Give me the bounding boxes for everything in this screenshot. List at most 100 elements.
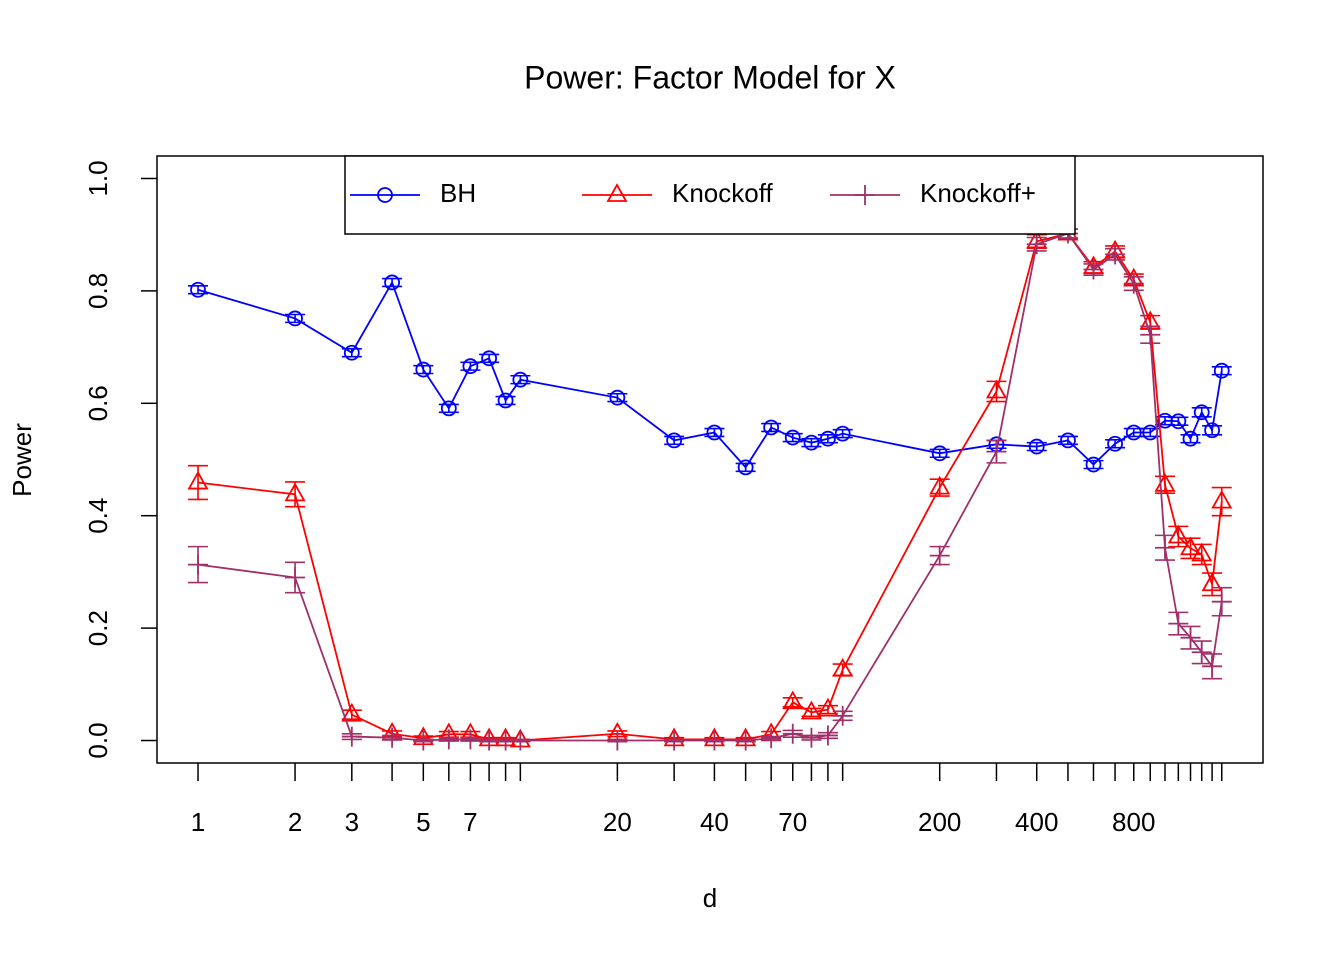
point xyxy=(986,441,1007,462)
point xyxy=(440,400,457,417)
point xyxy=(820,430,836,447)
y-tick-label: 1.0 xyxy=(83,160,113,196)
point xyxy=(985,379,1007,399)
point xyxy=(285,567,306,588)
point xyxy=(1060,432,1076,449)
y-axis-label: Power xyxy=(7,423,37,497)
point xyxy=(1083,259,1104,280)
y-tick-label: 0.0 xyxy=(83,722,113,758)
x-tick-label: 1 xyxy=(191,807,205,837)
point xyxy=(1211,489,1233,509)
series-line xyxy=(197,232,1223,742)
point xyxy=(497,392,514,409)
x-tick-label: 40 xyxy=(700,807,729,837)
point xyxy=(1140,324,1161,345)
x-tick-label: 200 xyxy=(918,807,961,837)
point xyxy=(1179,536,1202,556)
x-axis-label: d xyxy=(703,883,717,913)
point xyxy=(1202,656,1223,677)
point xyxy=(1105,244,1126,265)
error-bar xyxy=(1191,406,1212,418)
point xyxy=(187,470,209,490)
point xyxy=(512,371,529,388)
point xyxy=(666,432,683,449)
x-tick-label: 70 xyxy=(778,807,807,837)
point xyxy=(1123,273,1144,294)
point xyxy=(287,310,303,327)
point xyxy=(1211,591,1232,612)
point xyxy=(800,700,822,720)
point xyxy=(782,690,804,710)
point xyxy=(384,274,400,291)
error-bar xyxy=(1202,572,1223,597)
point xyxy=(1167,524,1189,544)
y-tick-label: 0.6 xyxy=(83,385,113,421)
point xyxy=(284,482,306,502)
point xyxy=(1125,424,1142,441)
x-tick-label: 3 xyxy=(345,807,359,837)
point xyxy=(341,726,362,747)
series-line xyxy=(197,232,1223,742)
point xyxy=(1168,613,1189,634)
point xyxy=(1191,642,1212,663)
point xyxy=(1028,438,1045,455)
point xyxy=(832,705,853,726)
point xyxy=(190,281,206,298)
point xyxy=(382,727,403,748)
point xyxy=(782,723,803,744)
point xyxy=(706,424,723,441)
point xyxy=(1180,627,1201,648)
point xyxy=(510,730,531,751)
y-tick-label: 0.8 xyxy=(83,273,113,309)
x-tick-label: 400 xyxy=(1015,807,1058,837)
point xyxy=(832,657,854,677)
point xyxy=(735,730,756,751)
point xyxy=(1182,430,1199,447)
point xyxy=(834,425,851,442)
point xyxy=(1213,362,1230,379)
point xyxy=(704,730,725,751)
legend-marker xyxy=(606,183,628,202)
x-tick-label: 2 xyxy=(288,807,302,837)
point xyxy=(761,728,782,749)
error-bar xyxy=(1202,424,1223,436)
legend-box xyxy=(344,155,1076,235)
legend-label: BH xyxy=(440,178,476,208)
error-bar xyxy=(817,704,838,715)
error-bar xyxy=(782,697,803,708)
point xyxy=(817,697,839,717)
point xyxy=(929,545,950,566)
point xyxy=(462,358,479,375)
point xyxy=(188,554,209,575)
x-tick-label: 7 xyxy=(463,807,477,837)
y-tick-label: 0.4 xyxy=(83,498,113,534)
point xyxy=(763,419,780,436)
legend-marker xyxy=(855,185,875,205)
point xyxy=(607,730,628,751)
point xyxy=(1085,456,1102,473)
x-tick-label: 5 xyxy=(416,807,430,837)
point xyxy=(438,729,459,750)
point xyxy=(1170,413,1187,430)
point xyxy=(737,459,754,476)
point xyxy=(341,702,363,722)
legend-marker xyxy=(377,187,393,203)
point xyxy=(931,445,948,462)
legend-label: Knockoff xyxy=(672,178,773,208)
point xyxy=(609,389,626,406)
legend-label: Knockoff+ xyxy=(920,178,1036,208)
point xyxy=(1193,404,1210,421)
y-tick-label: 0.2 xyxy=(83,610,113,646)
point xyxy=(1201,572,1223,592)
point xyxy=(1154,537,1175,558)
point xyxy=(460,729,481,750)
point xyxy=(415,361,432,378)
point xyxy=(1204,422,1220,439)
point xyxy=(1107,435,1123,452)
point xyxy=(817,725,838,746)
point xyxy=(413,730,434,751)
point xyxy=(481,350,498,367)
chart-title: Power: Factor Model for X xyxy=(524,59,896,95)
error-bar xyxy=(986,380,1007,403)
